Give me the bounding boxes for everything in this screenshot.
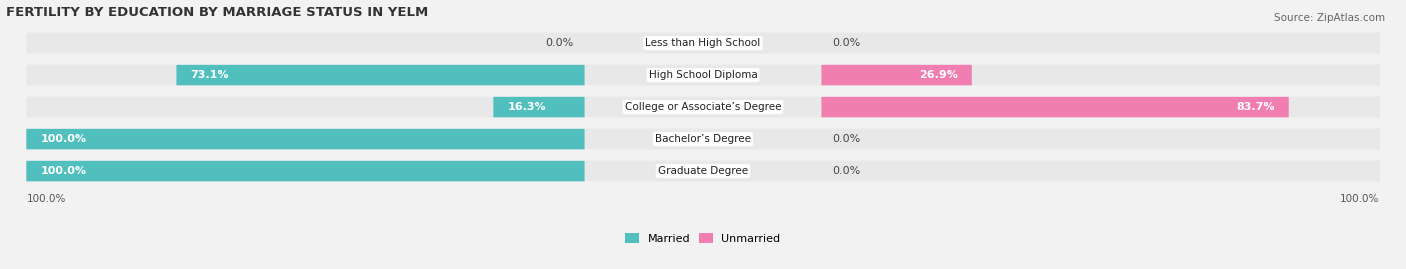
Text: 83.7%: 83.7%: [1236, 102, 1275, 112]
Legend: Married, Unmarried: Married, Unmarried: [621, 228, 785, 248]
FancyBboxPatch shape: [27, 129, 585, 149]
FancyBboxPatch shape: [27, 97, 1379, 118]
Text: 100.0%: 100.0%: [1340, 194, 1379, 204]
Text: 0.0%: 0.0%: [832, 134, 860, 144]
Text: 0.0%: 0.0%: [832, 38, 860, 48]
FancyBboxPatch shape: [27, 33, 1379, 54]
Text: High School Diploma: High School Diploma: [648, 70, 758, 80]
FancyBboxPatch shape: [821, 65, 972, 85]
FancyBboxPatch shape: [27, 161, 585, 181]
Text: Graduate Degree: Graduate Degree: [658, 166, 748, 176]
FancyBboxPatch shape: [176, 65, 585, 85]
Text: Source: ZipAtlas.com: Source: ZipAtlas.com: [1274, 13, 1385, 23]
Text: 0.0%: 0.0%: [546, 38, 574, 48]
FancyBboxPatch shape: [494, 97, 585, 117]
FancyBboxPatch shape: [821, 97, 1289, 117]
FancyBboxPatch shape: [27, 129, 1379, 150]
Text: 100.0%: 100.0%: [41, 166, 86, 176]
Text: 73.1%: 73.1%: [191, 70, 229, 80]
FancyBboxPatch shape: [27, 161, 1379, 182]
FancyBboxPatch shape: [27, 65, 1379, 86]
Text: 100.0%: 100.0%: [41, 134, 86, 144]
Text: FERTILITY BY EDUCATION BY MARRIAGE STATUS IN YELM: FERTILITY BY EDUCATION BY MARRIAGE STATU…: [6, 6, 427, 19]
Text: 0.0%: 0.0%: [832, 166, 860, 176]
Text: 16.3%: 16.3%: [508, 102, 546, 112]
Text: 100.0%: 100.0%: [27, 194, 66, 204]
Text: 26.9%: 26.9%: [920, 70, 957, 80]
Text: Less than High School: Less than High School: [645, 38, 761, 48]
Text: College or Associate’s Degree: College or Associate’s Degree: [624, 102, 782, 112]
Text: Bachelor’s Degree: Bachelor’s Degree: [655, 134, 751, 144]
